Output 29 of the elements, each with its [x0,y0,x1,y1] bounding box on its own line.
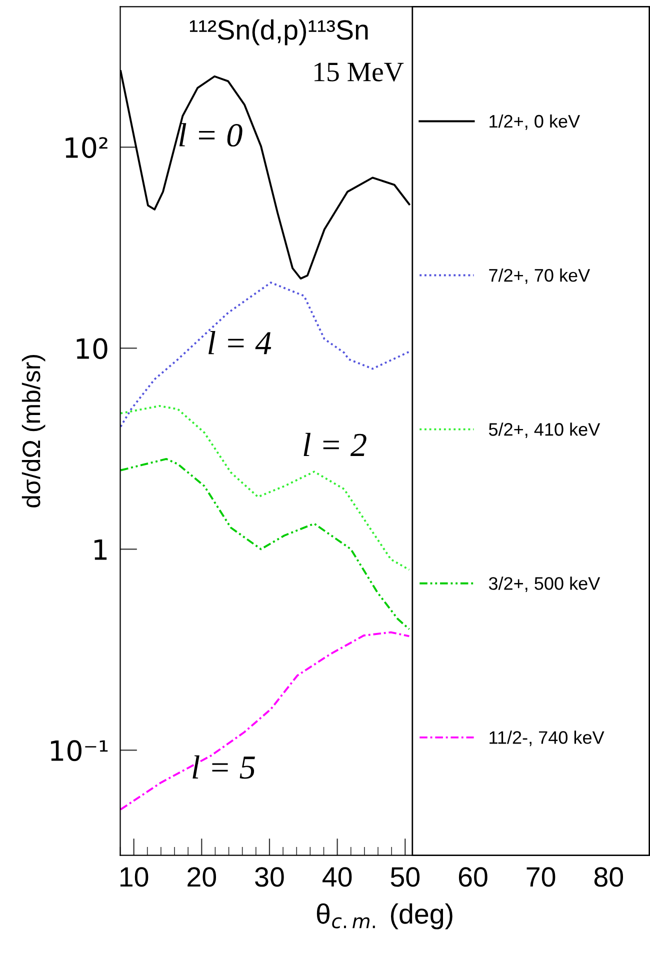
x-tick-label: 40 [322,867,352,887]
y-tick-label: 10⁻¹ [51,740,108,762]
legend-label: 11/2-, 740 keV [490,730,604,746]
annotation: l = 0 [179,123,242,147]
annotation: l = 2 [304,432,366,456]
line-series [120,631,410,810]
y-tick-label: 1 [94,539,107,560]
legend-label: 3/2+, 500 keV [488,576,600,592]
x-tick-label: 20 [188,867,216,887]
chart-title: ¹¹²Sn(d,p)¹¹³Sn [190,19,368,46]
x-tick-label: 60 [458,867,488,887]
x-tick-label: 10 [120,867,148,887]
line-series [120,404,410,571]
x-tick-label: 80 [594,867,624,887]
annotation: l = 5 [192,755,255,779]
legend-label: 7/2+, 70 keV [489,268,590,284]
line-series [120,282,410,428]
line-series [120,458,410,630]
annotation: l = 4 [208,331,272,354]
legend-label: 5/2+, 410 keV [488,422,600,438]
text: 15 MeV [314,62,404,82]
x-axis-title: θ$_{c.m.}$ (deg) [316,903,452,930]
legend-label: 1/2+, 0 keV [490,114,580,130]
y-tick-label: 10² [66,137,108,158]
y-axis-title: dσ/dΩ (mb/sr) [22,355,46,508]
x-tick-label: 30 [255,867,284,887]
y-tick-label: 10 [76,338,108,360]
x-tick-label: 70 [526,867,556,887]
x-tick-label: 50 [390,867,420,887]
